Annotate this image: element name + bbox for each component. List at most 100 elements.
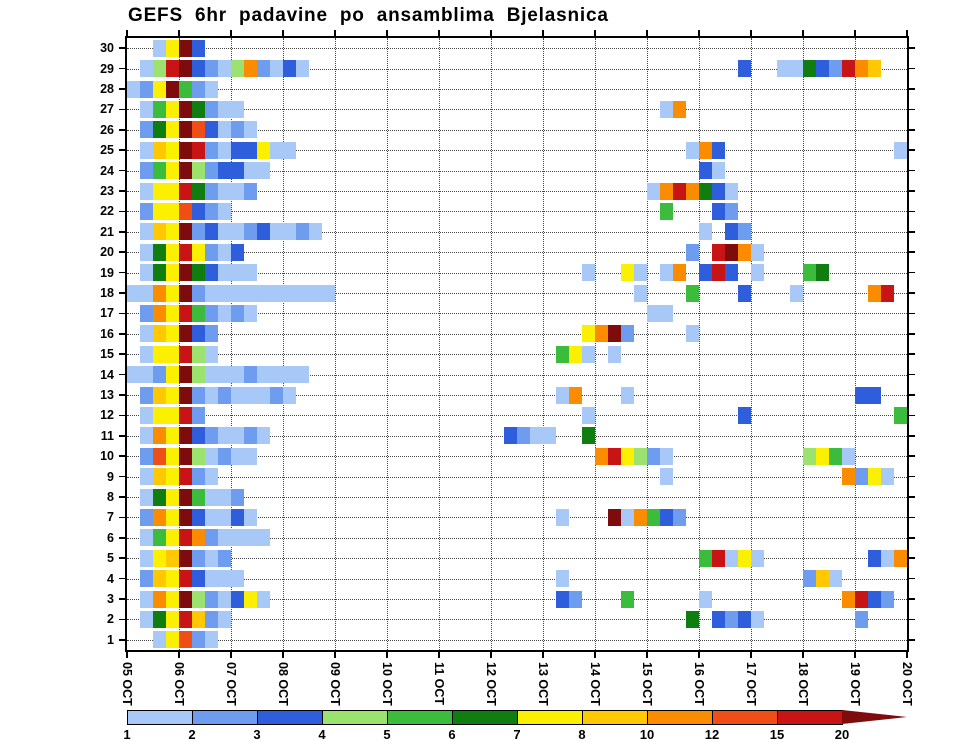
heatmap-cell xyxy=(595,447,608,465)
x-axis-label: 13 OCT xyxy=(536,662,550,706)
heatmap-cell xyxy=(205,610,218,628)
heatmap-cell xyxy=(647,304,660,322)
heatmap-cell xyxy=(725,202,738,220)
heatmap-cell xyxy=(192,529,205,547)
x-tick-top xyxy=(334,30,336,36)
heatmap-cell xyxy=(140,529,153,547)
heatmap-cell xyxy=(179,182,192,200)
heatmap-cell xyxy=(829,60,842,78)
grid-line-horizontal xyxy=(127,578,907,580)
heatmap-cell xyxy=(192,325,205,343)
grid-line-vertical xyxy=(699,38,700,650)
heatmap-cell xyxy=(166,610,179,628)
x-tick-bottom xyxy=(490,652,492,658)
heatmap-cell xyxy=(140,590,153,608)
heatmap-cell xyxy=(309,223,322,241)
heatmap-cell xyxy=(231,182,244,200)
heatmap-cell xyxy=(842,468,855,486)
heatmap-cell xyxy=(179,366,192,384)
heatmap-cell xyxy=(140,60,153,78)
heatmap-cell xyxy=(660,508,673,526)
heatmap-cell xyxy=(153,366,166,384)
heatmap-cell xyxy=(283,366,296,384)
heatmap-cell xyxy=(855,468,868,486)
x-axis-label: 11 OCT xyxy=(432,662,446,706)
heatmap-cell xyxy=(218,60,231,78)
heatmap-cell xyxy=(166,182,179,200)
heatmap-cell xyxy=(244,264,257,282)
y-axis-label: 13 xyxy=(100,388,114,402)
heatmap-cell xyxy=(166,386,179,404)
heatmap-cell xyxy=(140,264,153,282)
x-axis-label: 20 OCT xyxy=(900,662,914,706)
y-tick-right xyxy=(909,353,915,355)
heatmap-cell xyxy=(257,590,270,608)
x-tick-bottom xyxy=(750,652,752,658)
heatmap-cell xyxy=(244,508,257,526)
heatmap-cell xyxy=(205,508,218,526)
heatmap-cell xyxy=(543,427,556,445)
heatmap-cell xyxy=(816,447,829,465)
y-tick-right xyxy=(909,333,915,335)
y-axis-label: 5 xyxy=(107,551,114,566)
y-tick-right xyxy=(909,149,915,151)
y-axis-label: 26 xyxy=(100,122,114,137)
y-axis-label: 11 xyxy=(100,428,114,443)
heatmap-cell xyxy=(881,549,894,567)
x-tick-top xyxy=(542,30,544,36)
grid-line-horizontal xyxy=(127,211,907,213)
heatmap-cell xyxy=(257,529,270,547)
heatmap-cell xyxy=(166,508,179,526)
heatmap-cell xyxy=(218,386,231,404)
heatmap-cell xyxy=(868,468,881,486)
heatmap-cell xyxy=(270,223,283,241)
heatmap-cell xyxy=(270,284,283,302)
heatmap-cell xyxy=(790,60,803,78)
grid-line-vertical xyxy=(647,38,648,650)
heatmap-cell xyxy=(205,100,218,118)
legend-segment xyxy=(322,710,388,725)
heatmap-cell xyxy=(244,304,257,322)
y-tick-left xyxy=(119,333,125,335)
y-tick-right xyxy=(909,496,915,498)
heatmap-cell xyxy=(244,182,257,200)
grid-line-horizontal xyxy=(127,558,907,560)
y-tick-right xyxy=(909,312,915,315)
x-axis-label: 14 OCT xyxy=(588,662,602,706)
heatmap-cell xyxy=(140,447,153,465)
heatmap-cell xyxy=(244,284,257,302)
grid-line-horizontal xyxy=(127,313,907,315)
heatmap-cell xyxy=(205,570,218,588)
heatmap-cell xyxy=(244,223,257,241)
heatmap-cell xyxy=(166,325,179,343)
heatmap-cell xyxy=(166,570,179,588)
heatmap-cell xyxy=(179,610,192,628)
legend-level-label: 20 xyxy=(834,727,850,742)
grid-line-horizontal xyxy=(127,476,907,478)
heatmap-cell xyxy=(153,80,166,98)
y-tick-left xyxy=(119,639,125,641)
heatmap-cell xyxy=(166,304,179,322)
heatmap-cell xyxy=(205,264,218,282)
y-axis-label: 4 xyxy=(107,571,114,586)
legend-segment xyxy=(712,710,778,725)
y-tick-left xyxy=(119,496,125,498)
legend-level-label: 1 xyxy=(123,727,131,742)
x-tick-top xyxy=(282,30,284,36)
heatmap-cell xyxy=(855,590,868,608)
heatmap-cell xyxy=(257,427,270,445)
y-tick-right xyxy=(909,394,915,396)
heatmap-cell xyxy=(231,243,244,261)
heatmap-cell xyxy=(179,202,192,220)
heatmap-cell xyxy=(192,590,205,608)
heatmap-cell xyxy=(127,80,140,98)
heatmap-cell xyxy=(179,427,192,445)
heatmap-cell xyxy=(205,427,218,445)
x-tick-bottom xyxy=(854,652,856,658)
grid-line-horizontal xyxy=(127,415,907,417)
heatmap-cell xyxy=(296,223,309,241)
legend-segment xyxy=(192,710,258,725)
x-tick-bottom xyxy=(802,652,804,658)
y-axis-label: 16 xyxy=(100,326,114,341)
heatmap-cell xyxy=(192,610,205,628)
